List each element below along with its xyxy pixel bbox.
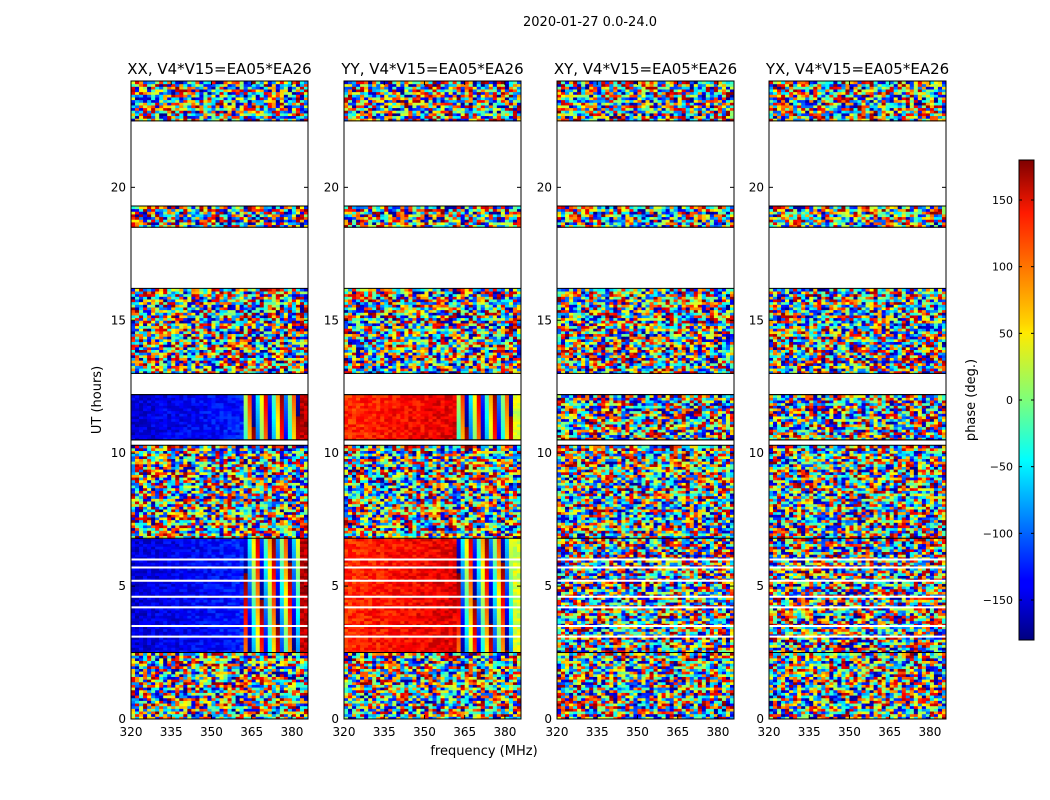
suptitle: 2020-01-27 0.0-24.0: [523, 15, 657, 30]
figure: 2020-01-27 0.0-24.0 XX, V4*V15=EA05*EA26…: [0, 0, 1050, 800]
